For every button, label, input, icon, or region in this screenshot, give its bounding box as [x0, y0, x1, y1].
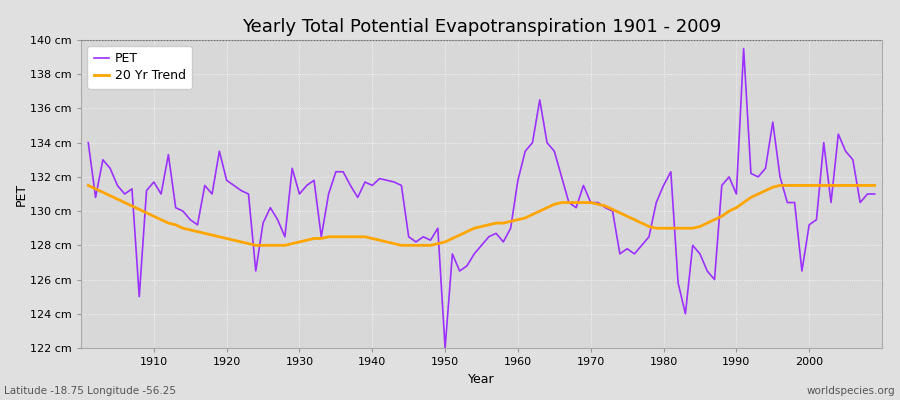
Text: Latitude -18.75 Longitude -56.25: Latitude -18.75 Longitude -56.25	[4, 386, 176, 396]
PET	[512, 178, 523, 183]
PET	[520, 149, 531, 154]
20 Yr Trend	[250, 243, 261, 248]
PET	[738, 46, 749, 51]
Text: worldspecies.org: worldspecies.org	[807, 386, 896, 396]
PET	[440, 346, 451, 350]
PET	[141, 188, 152, 193]
PET	[869, 192, 880, 196]
20 Yr Trend	[520, 216, 531, 220]
PET	[302, 183, 312, 188]
20 Yr Trend	[309, 236, 320, 241]
20 Yr Trend	[352, 234, 363, 239]
20 Yr Trend	[869, 183, 880, 188]
Line: 20 Yr Trend: 20 Yr Trend	[88, 186, 875, 245]
Legend: PET, 20 Yr Trend: PET, 20 Yr Trend	[87, 46, 192, 88]
Line: PET: PET	[88, 48, 875, 348]
PET	[608, 209, 618, 214]
20 Yr Trend	[83, 183, 94, 188]
20 Yr Trend	[608, 207, 618, 212]
20 Yr Trend	[141, 210, 152, 215]
Title: Yearly Total Potential Evapotranspiration 1901 - 2009: Yearly Total Potential Evapotranspiratio…	[242, 18, 721, 36]
20 Yr Trend	[512, 217, 523, 222]
PET	[345, 183, 356, 188]
Y-axis label: PET: PET	[14, 182, 27, 206]
X-axis label: Year: Year	[468, 372, 495, 386]
PET	[83, 140, 94, 145]
